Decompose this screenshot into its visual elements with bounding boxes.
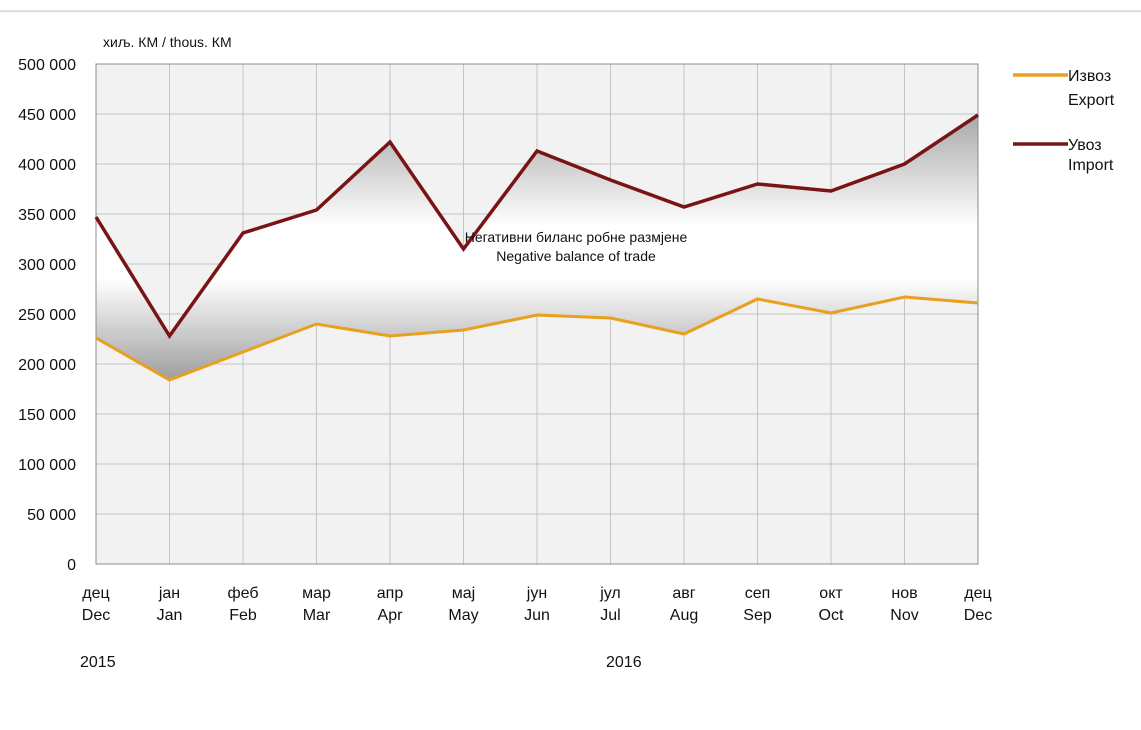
y-tick-label: 100 000 xyxy=(18,457,76,474)
x-tick-label-lat: Oct xyxy=(819,607,844,624)
unit-label: хиљ. КМ / thous. КМ xyxy=(103,34,232,50)
x-tick-label-cyr: феб xyxy=(227,585,258,602)
x-tick-label-lat: Nov xyxy=(890,607,918,624)
x-tick-label-cyr: авг xyxy=(672,585,695,602)
year-label-2015: 2015 xyxy=(80,654,116,671)
x-tick-label-cyr: јан xyxy=(158,585,180,602)
x-tick-label-lat: Aug xyxy=(670,607,698,624)
y-tick-label: 0 xyxy=(67,557,76,574)
negative-balance-area xyxy=(96,115,978,380)
x-tick-label-cyr: мај xyxy=(452,585,475,602)
x-tick-label-lat: Mar xyxy=(303,607,331,624)
x-tick-label-cyr: нов xyxy=(891,585,917,602)
legend-import-label-lat: Import xyxy=(1068,157,1114,174)
y-tick-label: 50 000 xyxy=(27,507,76,524)
series-line-export xyxy=(95,295,979,382)
annotation-line-1: Негативни биланс робне размјене xyxy=(465,229,688,245)
x-tick-label-lat: Jan xyxy=(157,607,183,624)
y-tick-label: 250 000 xyxy=(18,307,76,324)
x-tick-label-cyr: дец xyxy=(82,585,109,602)
x-tick-label-lat: Sep xyxy=(743,607,772,624)
x-tick-label-lat: Feb xyxy=(229,607,257,624)
x-tick-label-cyr: јул xyxy=(599,585,621,602)
y-tick-label: 300 000 xyxy=(18,257,76,274)
x-tick-label-lat: Dec xyxy=(964,607,992,624)
year-label-2016: 2016 xyxy=(606,654,642,671)
x-tick-label-lat: Apr xyxy=(378,607,404,624)
x-tick-label-lat: Jul xyxy=(600,607,620,624)
x-tick-label-cyr: окт xyxy=(819,585,843,602)
x-tick-label-cyr: апр xyxy=(377,585,404,602)
legend: Извоз Export Увоз Import xyxy=(1013,68,1115,174)
x-tick-label-cyr: сеп xyxy=(745,585,771,602)
legend-import-label-cyr: Увоз xyxy=(1068,137,1102,154)
x-tick-label-lat: Jun xyxy=(524,607,550,624)
x-tick-label-cyr: јун xyxy=(526,585,547,602)
y-tick-label: 450 000 xyxy=(18,107,76,124)
y-tick-label: 200 000 xyxy=(18,357,76,374)
x-tick-label-cyr: мар xyxy=(302,585,331,602)
plot-border xyxy=(95,63,979,565)
y-tick-label: 350 000 xyxy=(18,207,76,224)
legend-export-label-cyr: Извоз xyxy=(1068,68,1111,85)
x-axis-labels: дец Dec јан Jan феб Feb мар Mar апр Apr мај May јун J… xyxy=(82,585,992,624)
x-tick-label-lat: May xyxy=(448,607,478,624)
annotation-line-2: Negative balance of trade xyxy=(496,248,656,264)
series-lines xyxy=(94,113,979,382)
y-tick-label: 150 000 xyxy=(18,407,76,424)
y-tick-label: 400 000 xyxy=(18,157,76,174)
top-divider xyxy=(0,10,1141,12)
y-tick-label: 500 000 xyxy=(18,57,76,74)
legend-export-label-lat: Export xyxy=(1068,92,1115,109)
x-tick-label-lat: Dec xyxy=(82,607,110,624)
x-tick-label-cyr: дец xyxy=(964,585,991,602)
series-line-import xyxy=(94,113,979,340)
y-axis-labels: 0 50 000 100 000 150 000 200 000 250 000 300 0… xyxy=(18,57,76,574)
